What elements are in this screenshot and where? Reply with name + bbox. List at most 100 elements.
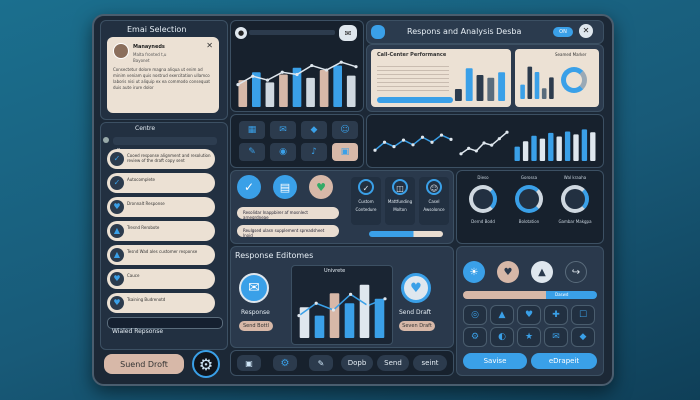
check-icon: ✓ [110,176,124,190]
chart-bar [359,284,370,338]
templates-panel: ✓ ▤ ♥ Resolidar Inappbirer af mosnlect a… [230,170,454,244]
list-item[interactable]: ♥ Dronnalt Response [107,197,215,217]
gear-icon[interactable]: ⚙ [192,350,220,378]
envelope-icon[interactable]: ✉ [239,273,269,303]
chart-point [366,303,370,308]
template-option[interactable]: ◫ Mattfunding Molton [385,177,415,225]
header-bar: Respons and Analysis Desba ON ✕ [366,20,604,44]
chart-point [382,140,387,144]
grid-icon[interactable]: ▦ [239,121,265,139]
avatar [113,43,129,59]
grid-icon[interactable]: ◉ [270,143,296,161]
chart-point [411,143,415,147]
grid-icon[interactable]: ♪ [301,143,327,161]
grid-icon[interactable]: ✉ [270,121,296,139]
filter-field[interactable]: Bap [113,137,217,154]
chart-bar [238,80,248,107]
list-item-text: Cooed response alignment and resolution … [127,153,211,163]
settings-icon[interactable]: ⚙ [273,355,297,371]
message-icon[interactable]: ✉ [339,25,357,41]
action-icon[interactable]: ◆ [571,327,595,347]
toggle-switch[interactable]: ON [553,27,573,37]
chart-point [401,138,406,142]
template-field-2[interactable]: Reulgsed ulasn supplement spreadsheet ln… [237,225,339,238]
action-icon[interactable]: ⚙ [463,327,487,347]
list-item[interactable]: ✓ Autocomplete [107,173,215,193]
action-icon[interactable]: ★ [517,327,541,347]
check-icon: ✓ [110,152,124,166]
gauge-bottom-label: Bolotation [518,219,540,224]
action-icon[interactable]: ♥ [517,305,541,325]
action-icon[interactable]: ✚ [544,305,568,325]
action-icon[interactable]: ◎ [463,305,487,325]
list-item[interactable]: ▲ Tresnd Rerobote [107,221,215,241]
scroll-icon[interactable] [103,137,109,143]
toolbar-button-1[interactable]: Dopb [341,355,373,371]
toolbar-button-3[interactable]: seint [413,355,447,371]
chart-bar [344,303,355,338]
editor-chart-box: Univrete [291,265,393,345]
chart-bar [549,77,554,99]
grid-icon[interactable]: ▣ [332,143,358,161]
gauge-top-label: Gorossa [520,175,538,180]
close-icon[interactable]: ✕ [579,24,593,38]
template-slider[interactable] [369,231,443,237]
footer-field[interactable]: Wialed Repsonse [107,317,223,335]
email-card[interactable]: Manayneds Malta fronted t,u Bayonet ✕ Co… [107,37,219,113]
sun-icon[interactable]: ☀ [463,261,485,283]
chart-bar [581,129,588,161]
cart-icon[interactable]: ▤ [273,175,297,199]
chart-bar [346,75,356,107]
chart-point [490,143,494,147]
thumbs-up-icon[interactable]: ▲ [531,261,553,283]
gauge [561,185,589,213]
action-icon[interactable]: ✉ [544,327,568,347]
chart-bar [306,77,315,107]
draft-button[interactable]: eDrapeit [531,353,597,369]
heart-outline-icon[interactable]: ♥ [401,273,431,303]
analysis-progress [377,97,453,103]
send-bottle-button[interactable]: Send Bottl [239,321,273,331]
toolbar-button-2[interactable]: Send [377,355,409,371]
growth-line-chart [459,130,509,156]
template-option[interactable]: ✓ Custom Contedure [351,177,381,225]
email-meta-1: Malta fronted t,u [133,52,167,57]
editor-chart-title: Univrete [324,268,346,274]
dashboard-window: Emai Selection Manayneds Malta fronted t… [92,14,614,386]
grid-icon[interactable]: ◆ [301,121,327,139]
chart-point [310,63,314,68]
slider-label: Daswd [555,292,569,297]
action-icon[interactable]: ☐ [571,305,595,325]
close-icon[interactable]: ✕ [206,41,213,50]
grid-icon[interactable]: ☺ [332,121,358,139]
action-slider[interactable]: Daswd [463,291,597,299]
heart-icon: ♥ [110,272,124,286]
template-field-1[interactable]: Resolidar Inappbirer af mosnlect arnegrd… [237,207,339,220]
chart-point [324,68,329,72]
editor-title: Response Editomes [235,251,314,260]
action-icon[interactable]: ▲ [490,305,514,325]
edit-icon[interactable]: ✎ [309,355,333,371]
chart-bar [333,65,343,107]
chart-point [430,140,434,144]
check-icon[interactable]: ✓ [237,175,261,199]
list-item[interactable]: ✓ Cooed response alignment and resolution… [107,149,215,169]
heart-icon[interactable]: ♥ [497,261,519,283]
chart-point [449,137,453,141]
chart-bar [498,72,506,101]
search-field[interactable] [249,30,335,35]
save-button[interactable]: Savise [463,353,527,369]
action-icon[interactable]: ◐ [490,327,514,347]
list-item[interactable]: ▲ Tesnd Wad ales customer response [107,245,215,265]
send-draft-button[interactable]: Suend Droft [104,354,184,374]
heart-icon[interactable]: ♥ [309,175,333,199]
chart-bar [590,132,596,161]
grid-icon[interactable]: ✎ [239,143,265,161]
analysis-card: Call-Center Performance [371,49,511,107]
list-item[interactable]: ♥ Tsaining Budrenotd [107,293,215,313]
save-draft-button[interactable]: Seven Draft [399,321,435,331]
template-option[interactable]: ☺ Casel Awsolonce [419,177,449,225]
list-item[interactable]: ♥ Cauce [107,269,215,289]
share-icon[interactable]: ↪ [565,261,587,283]
image-icon[interactable]: ▣ [237,355,261,371]
